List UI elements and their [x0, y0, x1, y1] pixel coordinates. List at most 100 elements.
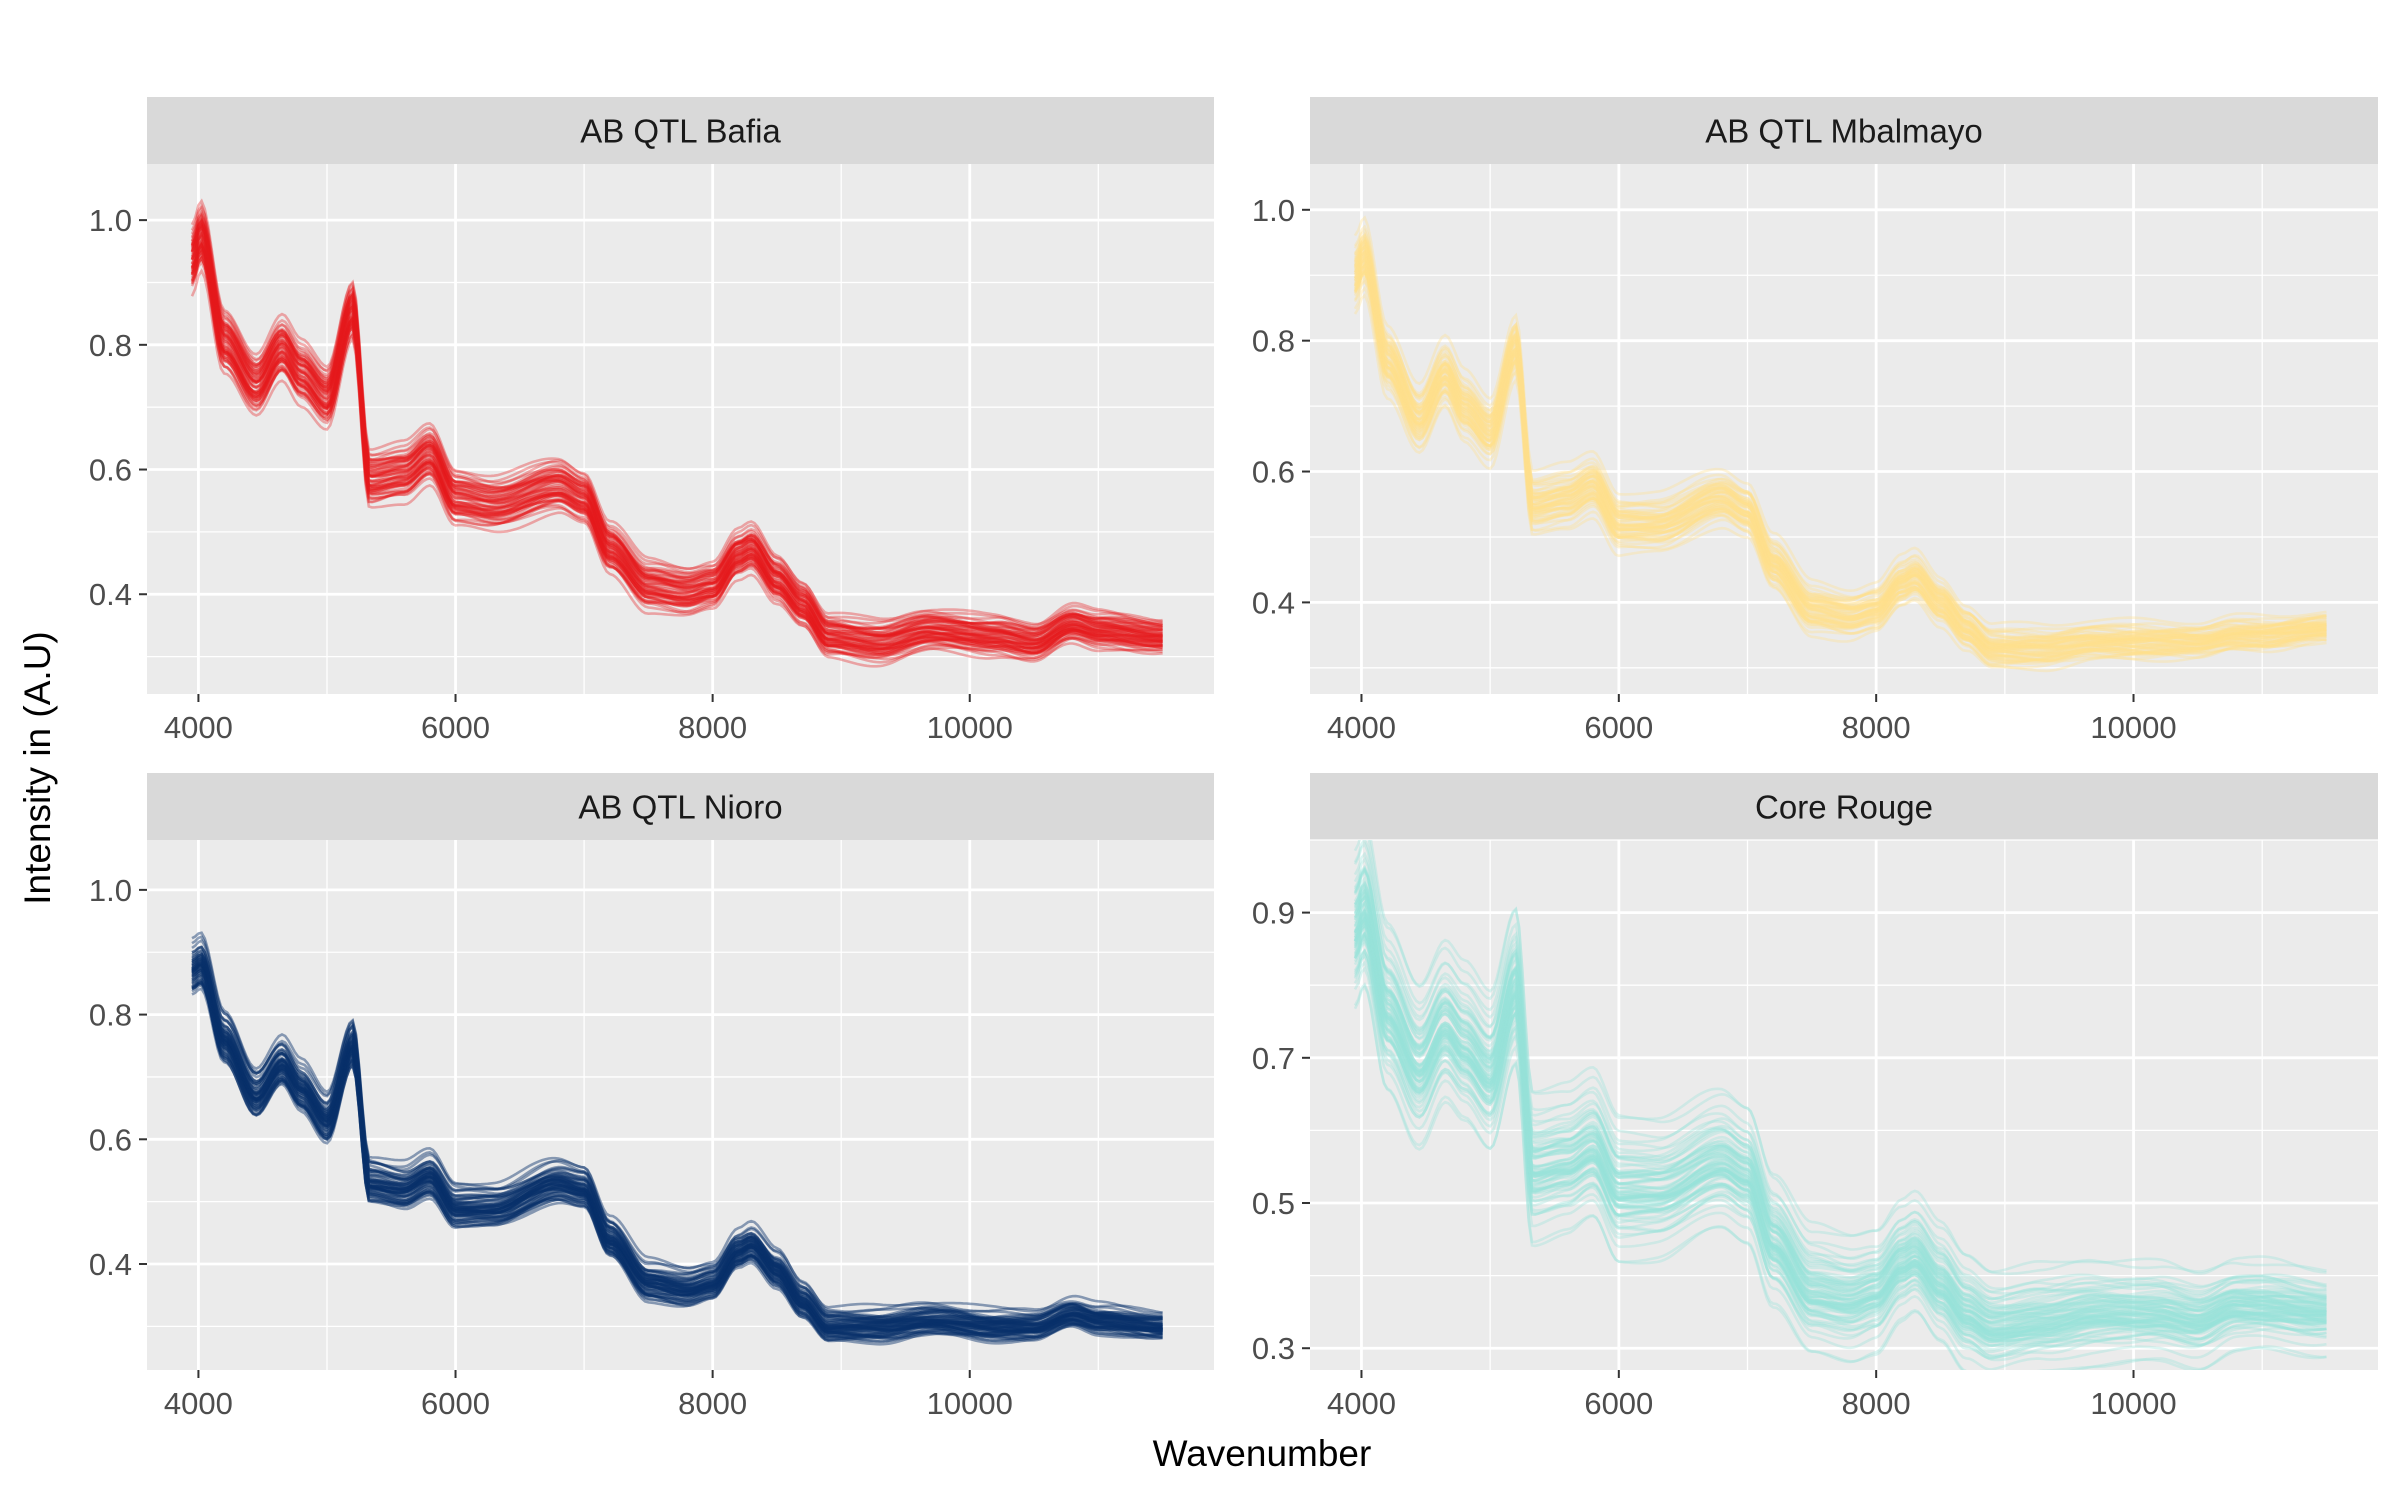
spectrum-line: [1353, 888, 2327, 1314]
spectrum-line: [1353, 228, 2327, 635]
spectrum-line: [1353, 911, 2327, 1332]
x-tick-label: 6000: [1584, 710, 1653, 745]
spectrum-line: [1353, 270, 2327, 666]
x-tick-label: 4000: [164, 710, 233, 745]
spectrum-line: [190, 233, 1163, 651]
spectrum-line: [1353, 938, 2327, 1344]
spectrum-line: [190, 268, 1163, 668]
spectrum-line: [190, 241, 1163, 648]
spectrum-line: [1353, 915, 2327, 1334]
spectrum-line: [1353, 263, 2327, 654]
y-tick-label: 0.4: [89, 577, 132, 612]
spectrum-line: [1353, 257, 2327, 655]
spectrum-line: [1353, 895, 2327, 1323]
spectrum-line: [190, 227, 1163, 642]
spectrum-line: [191, 959, 1163, 1329]
spectrum-line: [1353, 215, 2327, 627]
spectrum-line: [191, 968, 1163, 1334]
spectrum-line: [1353, 252, 2327, 653]
spectrum-line: [1353, 894, 2327, 1325]
spectrum-line: [1353, 900, 2327, 1325]
spectrum-line: [1353, 925, 2327, 1344]
spectrum-line: [1353, 908, 2327, 1334]
spectrum-line: [1353, 960, 2327, 1360]
spectrum-line: [191, 960, 1163, 1328]
spectrum-line: [1353, 919, 2327, 1338]
spectrum-line: [1353, 270, 2327, 661]
spectrum-line: [1353, 915, 2327, 1333]
x-tick-label: 10000: [2090, 710, 2176, 745]
spectrum-line: [191, 953, 1163, 1323]
spectrum-line: [1353, 840, 2327, 1290]
y-tick-label: 0.4: [1252, 585, 1295, 620]
spectrum-line: [191, 959, 1163, 1328]
spectrum-line: [1353, 285, 2327, 669]
spectrum-line: [1353, 250, 2327, 650]
spectrum-line: [191, 945, 1163, 1321]
spectra-series: [190, 198, 1163, 668]
plot-panel: [147, 164, 1214, 694]
spectrum-line: [1353, 236, 2327, 639]
facet-strip: [1310, 97, 2378, 164]
spectrum-line: [191, 980, 1163, 1339]
spectrum-line: [1353, 250, 2327, 648]
spectrum-line: [1353, 880, 2327, 1318]
spectrum-line: [1353, 916, 2327, 1330]
y-tick-label: 1.0: [89, 203, 132, 238]
spectrum-line: [1353, 884, 2327, 1312]
spectrum-line: [1353, 911, 2327, 1332]
facet-panel: AB QTL Nioro 4000 6000 8000 10000 0.4 0.6 0.8 1.…: [89, 773, 1214, 1421]
spectrum-line: [191, 954, 1163, 1326]
spectrum-line: [191, 952, 1163, 1325]
spectrum-line: [1353, 249, 2327, 650]
spectrum-line: [1353, 241, 2327, 644]
spectrum-line: [191, 958, 1163, 1328]
spectrum-line: [1353, 908, 2327, 1337]
spectrum-line: [1353, 982, 2327, 1370]
spectrum-line: [1353, 867, 2327, 1301]
spectrum-line: [1353, 891, 2327, 1324]
spectrum-line: [190, 240, 1163, 655]
x-tick-label: 8000: [1842, 1386, 1911, 1421]
y-tick-label: 0.5: [1252, 1186, 1295, 1221]
spectrum-line: [1353, 881, 2327, 1320]
facet-panel: Core Rouge 4000 6000 8000 10000 0.3 0.5 0.7 0.9: [1252, 773, 2378, 1421]
spectrum-line: [191, 963, 1163, 1334]
spectrum-line: [1353, 931, 2327, 1347]
y-tick-label: 0.6: [89, 453, 132, 488]
spectrum-line: [190, 224, 1163, 643]
spectrum-line: [1353, 915, 2327, 1342]
spectrum-line: [1353, 269, 2327, 662]
spectrum-line: [190, 246, 1163, 651]
spectrum-line: [191, 974, 1163, 1338]
spectrum-line: [190, 227, 1163, 640]
spectrum-line: [1353, 866, 2327, 1310]
x-tick-label: 6000: [1584, 1386, 1653, 1421]
y-tick-label: 1.0: [89, 873, 132, 908]
spectrum-line: [191, 956, 1163, 1325]
spectrum-line: [190, 243, 1163, 650]
spectrum-line: [1353, 233, 2327, 642]
spectrum-line: [191, 974, 1163, 1341]
spectrum-line: [1353, 263, 2327, 659]
spectrum-line: [1353, 869, 2327, 1307]
spectrum-line: [190, 242, 1163, 652]
spectrum-line: [1353, 888, 2327, 1316]
spectrum-line: [191, 963, 1163, 1333]
spectrum-line: [1369, 840, 2327, 1275]
spectrum-line: [190, 222, 1163, 642]
facet-panel: AB QTL Bafia 4000 6000 8000 10000 0.4 0.6 0.8 1.…: [89, 97, 1214, 745]
x-tick-label: 4000: [1327, 1386, 1396, 1421]
spectrum-line: [1353, 267, 2327, 660]
spectrum-line: [1353, 917, 2327, 1336]
y-tick-label: 0.4: [89, 1247, 132, 1282]
spectrum-line: [190, 222, 1163, 642]
x-tick-label: 10000: [927, 1386, 1013, 1421]
spectrum-line: [190, 222, 1163, 639]
spectrum-line: [191, 945, 1163, 1320]
spectrum-line: [191, 980, 1163, 1342]
spectrum-line: [1353, 894, 2327, 1319]
spectrum-line: [1353, 901, 2327, 1336]
spectrum-line: [190, 209, 1163, 631]
